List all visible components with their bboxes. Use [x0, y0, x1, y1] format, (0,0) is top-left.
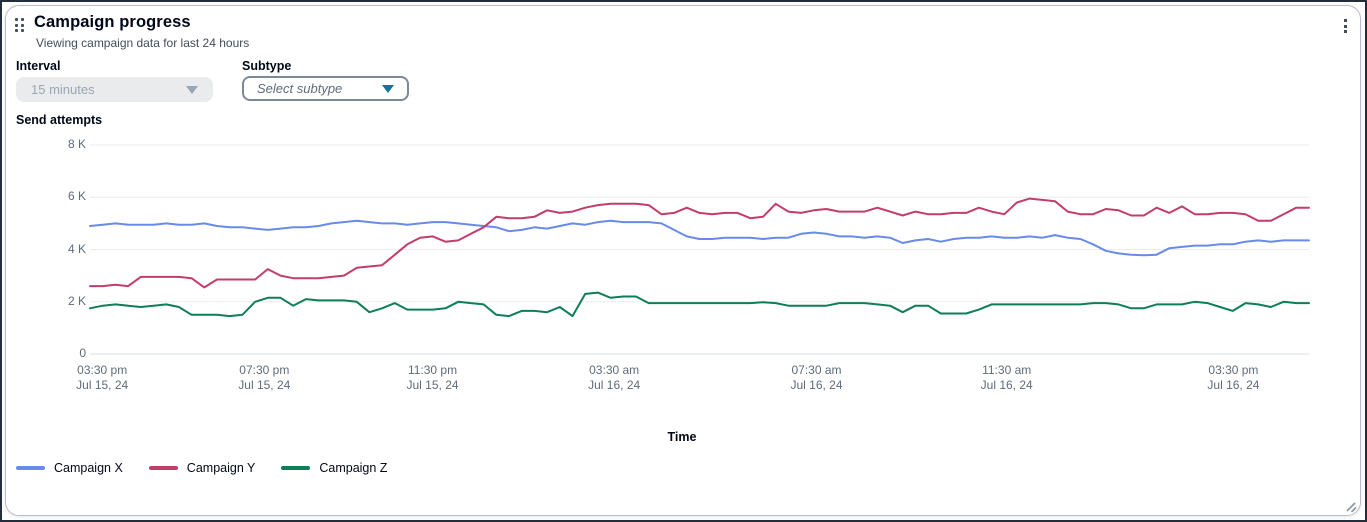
chart-legend: Campaign X Campaign Y Campaign Z: [16, 461, 387, 475]
y-tick-label: 6 K: [67, 189, 86, 204]
x-tick-label: 03:30 am Jul 16, 24: [588, 363, 641, 392]
interval-select: 15 minutes: [16, 77, 213, 102]
series-line-campaign-x: [90, 221, 1309, 255]
y-tick-label: 0: [79, 346, 86, 360]
drag-handle-icon[interactable]: [15, 18, 27, 34]
x-tick-label: 03:30 pm Jul 15, 24: [76, 363, 129, 392]
interval-value: 15 minutes: [31, 82, 95, 97]
legend-item-campaign-z[interactable]: Campaign Z: [281, 461, 387, 475]
legend-label: Campaign Z: [319, 461, 388, 475]
y-tick-label: 2 K: [67, 293, 86, 308]
widget-menu-kebab-icon[interactable]: [1335, 12, 1355, 40]
x-axis-title: Time: [667, 430, 697, 444]
y-tick-label: 4 K: [67, 241, 86, 256]
widget-subtitle: Viewing campaign data for last 24 hours: [36, 36, 250, 50]
legend-swatch-icon: [16, 466, 45, 470]
x-tick-label: 11:30 am Jul 16, 24: [980, 363, 1033, 392]
line-chart-svg: [90, 145, 1309, 354]
interval-label: Interval: [16, 59, 61, 73]
x-tick-label: 07:30 pm Jul 15, 24: [238, 363, 291, 392]
subtype-select[interactable]: Select subtype: [242, 76, 409, 101]
series-line-campaign-z: [90, 293, 1309, 317]
y-tick-label: 8 K: [67, 137, 86, 151]
subtype-placeholder: Select subtype: [257, 81, 343, 96]
legend-item-campaign-x[interactable]: Campaign X: [16, 461, 123, 475]
legend-swatch-icon: [281, 466, 311, 470]
legend-label: Campaign Y: [186, 461, 256, 475]
legend-label: Campaign X: [54, 461, 123, 475]
resize-handle-icon[interactable]: [1343, 499, 1359, 515]
x-tick-label: 11:30 pm Jul 15, 24: [406, 363, 459, 392]
subtype-label: Subtype: [242, 59, 292, 73]
widget-title: Campaign progress: [34, 13, 191, 31]
legend-item-campaign-y[interactable]: Campaign Y: [148, 461, 256, 475]
x-tick-label: 03:30 pm Jul 16, 24: [1207, 363, 1260, 392]
chevron-down-icon: [382, 84, 394, 93]
y-axis-title: Send attempts: [16, 113, 103, 127]
series-line-campaign-y: [90, 199, 1309, 288]
chart-plot-area[interactable]: [90, 145, 1309, 354]
campaign-progress-card: [5, 5, 1361, 516]
chevron-down-icon: [186, 85, 198, 94]
legend-swatch-icon: [148, 466, 178, 470]
x-tick-label: 07:30 am Jul 16, 24: [790, 363, 843, 392]
